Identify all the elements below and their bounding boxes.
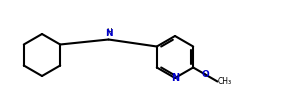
Text: N: N — [171, 73, 179, 83]
Text: O: O — [201, 70, 209, 79]
Text: N: N — [105, 30, 112, 39]
Text: CH₃: CH₃ — [218, 77, 232, 86]
Text: H: H — [106, 28, 112, 37]
